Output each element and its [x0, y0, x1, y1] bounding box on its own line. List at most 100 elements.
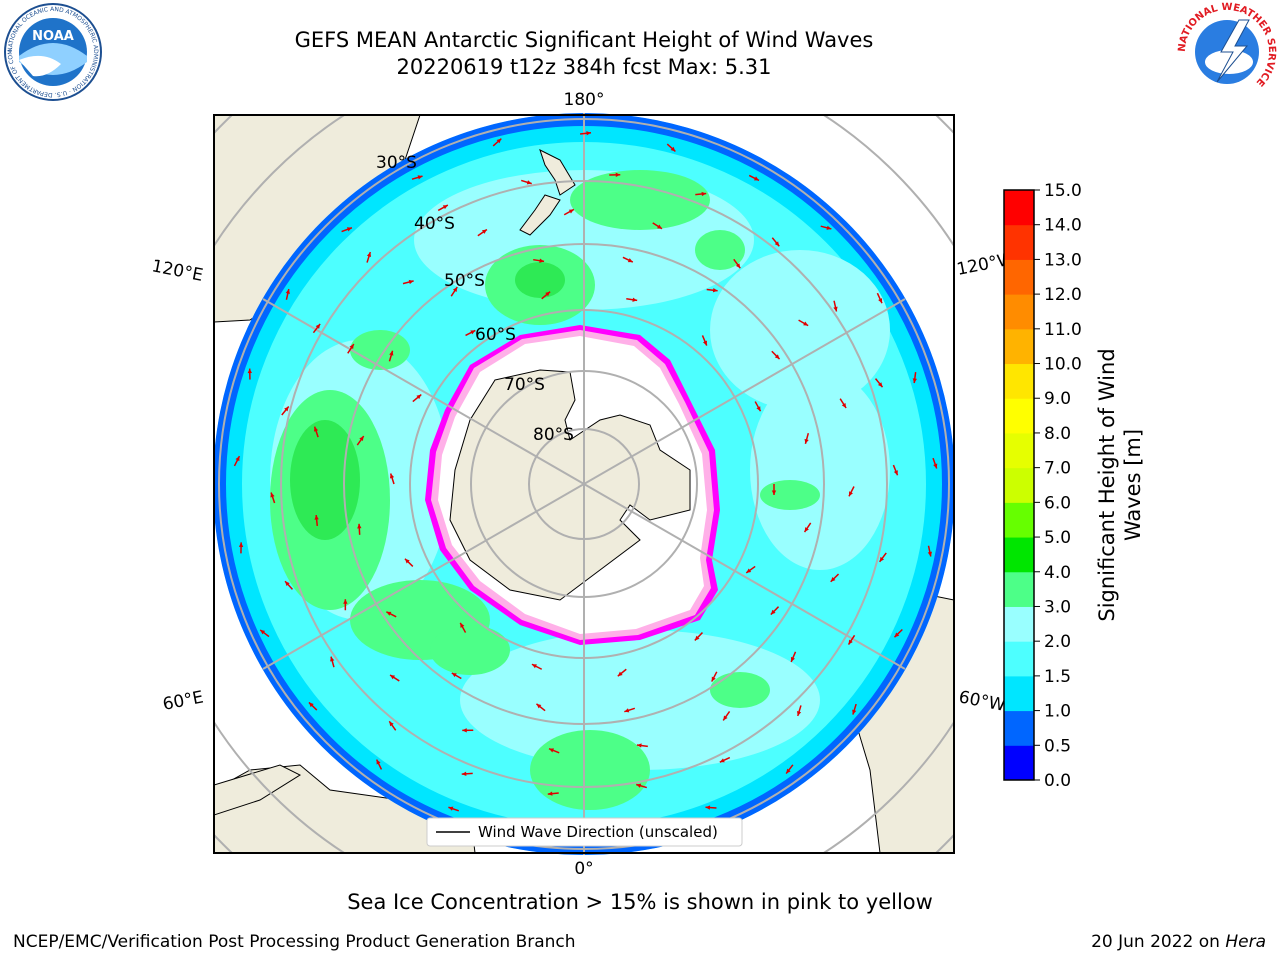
wave-arrow-head: [346, 227, 352, 232]
wave-arrow-head: [790, 656, 795, 662]
wave-arrow-head: [386, 611, 392, 616]
land-madagascar: [214, 764, 302, 816]
wave-arrow-head: [568, 209, 574, 214]
wave-arrow-head: [390, 674, 396, 680]
colorbar-segment: [1004, 328, 1034, 365]
wave-arrow-head: [451, 673, 457, 678]
lat-label-30s: 30°S: [376, 153, 417, 173]
lat-label-80s: 80°S: [533, 425, 574, 445]
colorbar-frame: [1003, 189, 1035, 781]
wave-arrow-head: [796, 711, 802, 716]
wave-arrow-head: [705, 805, 711, 810]
wave-arrow-head: [416, 394, 422, 400]
wave-arrow-head: [539, 258, 545, 263]
wave-arrow-head: [702, 340, 707, 346]
colorbar-segment: [1004, 294, 1034, 330]
wave-arrow-head: [285, 581, 290, 587]
colorbar-segment: [1004, 224, 1034, 260]
wave-arrow-head: [848, 491, 853, 497]
wave-arrow-head: [879, 556, 885, 562]
wave-arrow-head: [719, 758, 725, 763]
colorbar-tick-label: 5.0: [1044, 528, 1071, 548]
wind-wave-arrows: [233, 131, 938, 837]
wave-arrow-head: [460, 622, 465, 628]
wave-arrow-head: [771, 490, 777, 495]
colorbar-segment: [1004, 710, 1034, 746]
wave-arrow-head: [841, 403, 847, 408]
lat-label-70s: 70°S: [504, 375, 545, 395]
wave-arrow-head: [238, 542, 244, 547]
wave-arrow-head: [756, 406, 761, 412]
wave-arrow-head: [833, 306, 838, 312]
colorbar-tick-label: 15.0: [1044, 181, 1082, 201]
colorbar-segment: [1004, 641, 1034, 677]
colorbar-tick-label: 3.0: [1044, 597, 1071, 617]
wave-arrow-head: [770, 609, 776, 615]
colorbar-segment: [1004, 745, 1034, 781]
wave-arrow-head: [804, 438, 809, 444]
wave-arrow-head: [547, 791, 553, 796]
colorbar-segment: [1004, 537, 1034, 573]
wave-arrow-head: [366, 252, 372, 258]
colorbar-tick-label: 0.0: [1044, 771, 1071, 791]
colorbar-tick-label: 13.0: [1044, 250, 1082, 270]
wave-arrow-head: [804, 527, 809, 533]
wave-arrow-head: [933, 463, 938, 469]
wave-arrow-head: [927, 551, 932, 557]
wave-arrow-head: [701, 191, 707, 197]
wave-arrow-head: [359, 436, 364, 442]
wave-arrow-head: [343, 599, 348, 604]
wave-arrow-head: [308, 702, 314, 708]
wave-arrow-head: [389, 350, 394, 356]
map-legend: Wind Wave Direction (unscaled): [426, 817, 743, 847]
colorbar-label-line2: Waves [m]: [1121, 429, 1145, 541]
wave-arrow-head: [536, 703, 542, 709]
wave-arrow-head: [624, 708, 630, 713]
wave-arrow-head: [270, 492, 275, 498]
wave-arrow-head: [313, 426, 319, 432]
lon-label-120e: 120°E: [150, 256, 205, 285]
colorbar-tick-label: 7.0: [1044, 459, 1071, 479]
colorbar-tick-label: 6.0: [1044, 493, 1071, 513]
colorbar-segment: [1004, 259, 1034, 295]
legend-label: Wind Wave Direction (unscaled): [478, 823, 718, 841]
wave-arrow-head: [826, 225, 832, 230]
colorbar-segment: [1004, 190, 1034, 226]
colorbar-segment: [1004, 502, 1034, 538]
colorbar-segment: [1004, 398, 1034, 434]
wave-arrow-head: [753, 176, 759, 181]
lat-label-50s: 50°S: [444, 271, 485, 291]
lat-label-60s: 60°S: [475, 325, 516, 345]
wave-arrow-head: [712, 288, 718, 293]
wave-arrow-head: [389, 473, 395, 479]
wave-arrow-head: [636, 743, 642, 748]
host-name: Hera: [1225, 932, 1266, 952]
wave-arrow-head: [235, 456, 240, 462]
colorbar-tick-label: 9.0: [1044, 389, 1071, 409]
svg-text:NOAA: NOAA: [32, 29, 74, 44]
wave-arrow-head: [632, 297, 638, 302]
colorbar-segment: [1004, 606, 1034, 642]
wave-arrow-head: [285, 289, 290, 294]
wave-arrow-head: [247, 368, 252, 374]
noaa-logo: NOAA NATIONAL OCEANIC AND ATMOSPHERIC AD…: [3, 2, 102, 101]
colorbar-tick-label: 14.0: [1044, 216, 1082, 236]
colorbar-tick-label: 1.0: [1044, 702, 1071, 722]
wave-arrow-head: [774, 241, 780, 247]
colorbar-tick-label: 12.0: [1044, 285, 1082, 305]
wave-arrow-head: [260, 629, 266, 635]
wave-arrow-head: [694, 635, 700, 641]
wave-arrow-head: [746, 568, 752, 573]
wave-arrow-head: [496, 138, 502, 144]
wave-arrow-head: [848, 639, 853, 645]
wave-arrow-head: [774, 354, 780, 360]
chart-title: GEFS MEAN Antarctic Significant Height o…: [294, 28, 874, 52]
lon-label-0: 0°: [574, 859, 593, 879]
wave-arrow-head: [349, 344, 354, 350]
colorbar-segment: [1004, 675, 1034, 712]
colorbar-tick-label: 1.5: [1044, 667, 1071, 687]
wave-arrow-head: [357, 523, 362, 529]
wave-arrow-head: [723, 715, 728, 721]
colorbar-segment: [1004, 363, 1034, 399]
